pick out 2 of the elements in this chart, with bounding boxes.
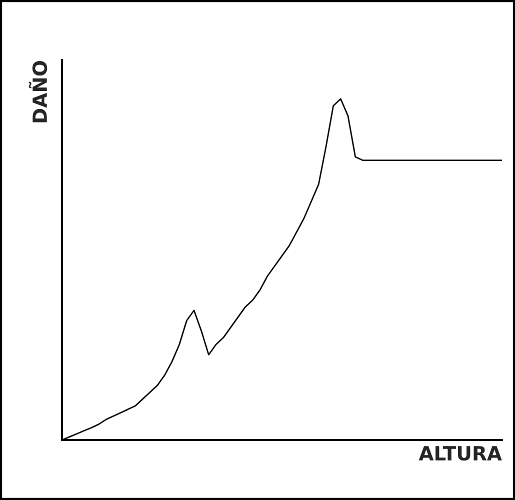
x-axis-title: ALTURA: [418, 446, 502, 461]
y-axis-title: DAÑO: [28, 60, 48, 122]
